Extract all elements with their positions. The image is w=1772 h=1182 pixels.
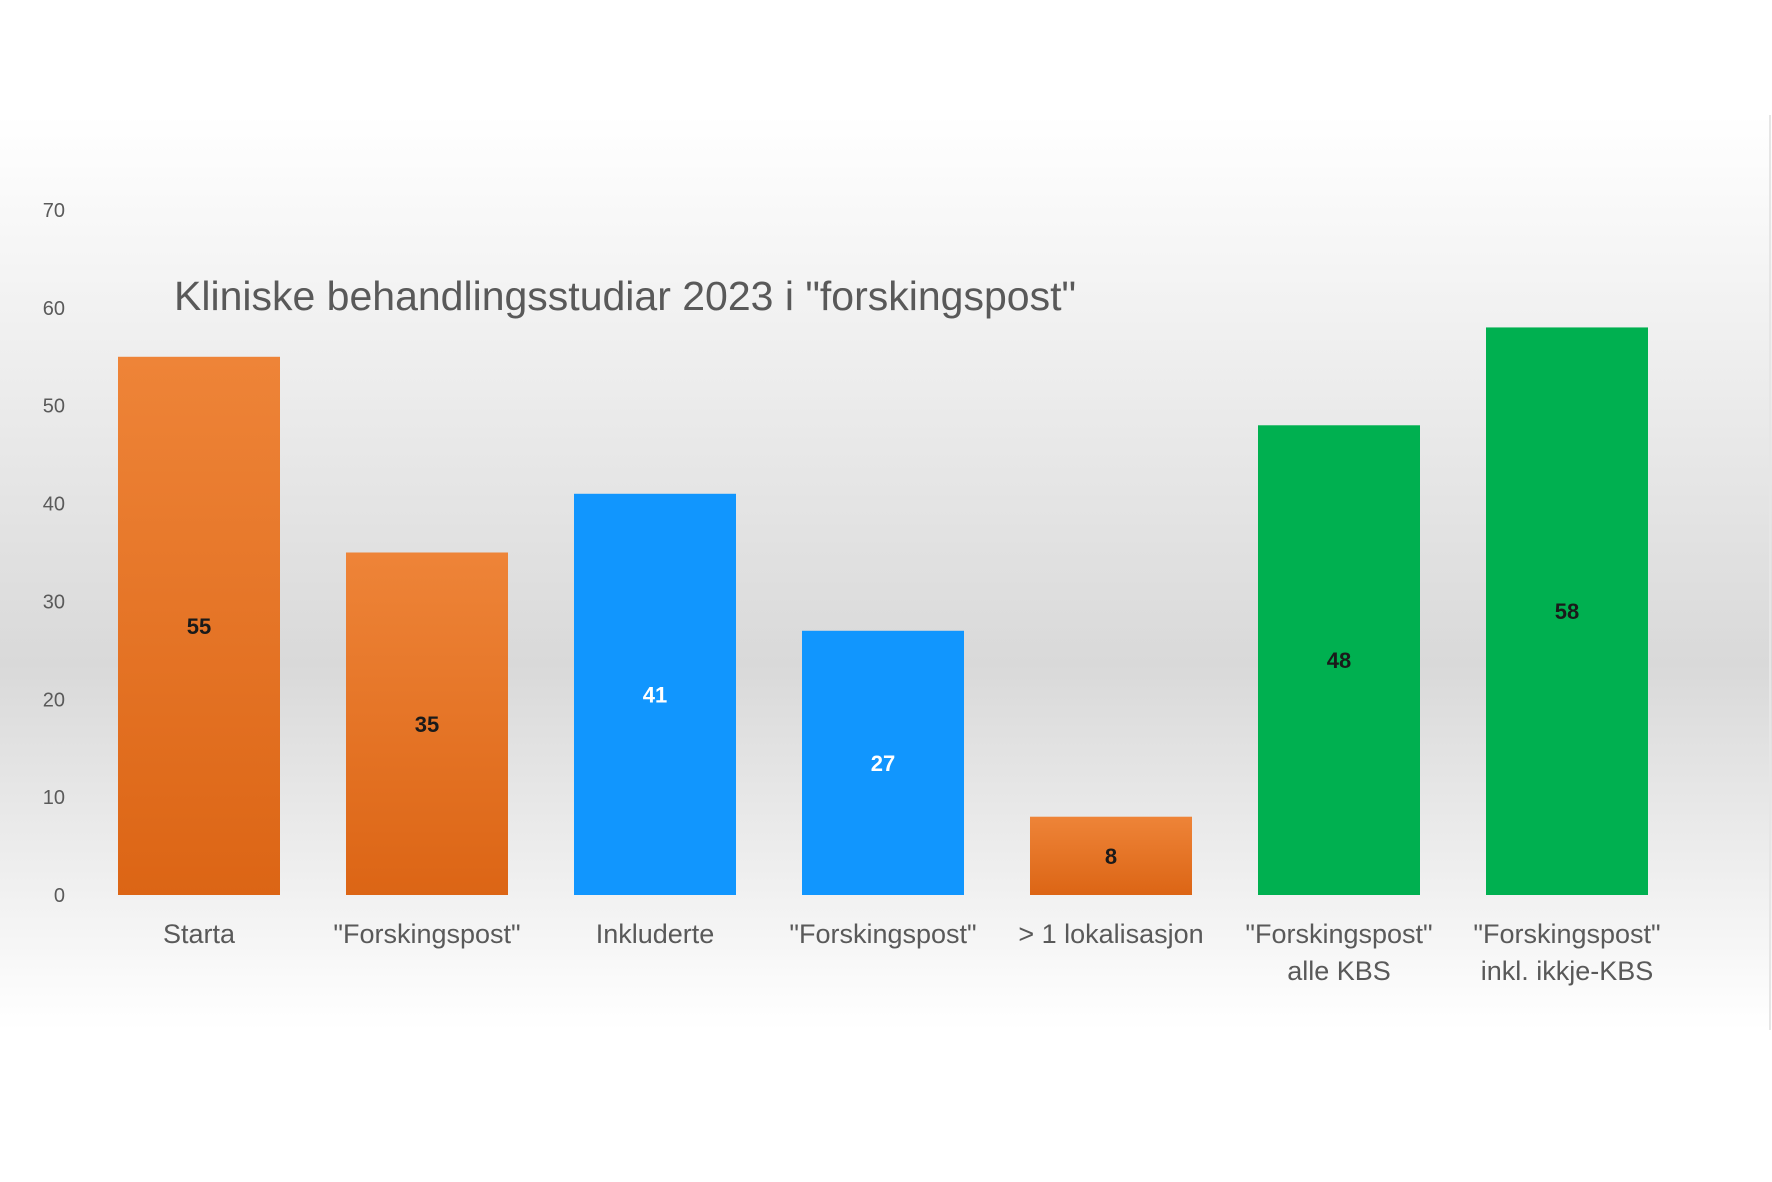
y-tick-label: 0 — [54, 885, 65, 907]
bar — [346, 552, 508, 895]
y-tick-label: 60 — [43, 298, 65, 320]
category-label: "Forskingspost" — [789, 919, 976, 949]
bar — [1258, 425, 1420, 895]
category-label: "Forskingspost" — [1473, 919, 1660, 949]
bar — [574, 493, 736, 895]
y-tick-label: 10 — [43, 787, 65, 809]
category-label: > 1 lokalisasjon — [1018, 919, 1203, 949]
y-tick-label: 50 — [43, 396, 65, 418]
y-tick-label: 70 — [43, 200, 65, 222]
bar — [118, 356, 280, 895]
data-label: 55 — [187, 614, 211, 639]
category-label: "Forskingspost" — [1245, 919, 1432, 949]
y-tick-label: 40 — [43, 494, 65, 516]
category-label: inkl. ikkje-KBS — [1481, 956, 1654, 986]
bars — [118, 327, 1648, 895]
category-label: Starta — [163, 919, 236, 949]
bar — [802, 630, 964, 895]
data-label: 8 — [1105, 844, 1117, 869]
y-tick-label: 30 — [43, 591, 65, 613]
bar — [1486, 327, 1648, 895]
data-label: 48 — [1327, 648, 1351, 673]
y-tick-label: 20 — [43, 689, 65, 711]
data-label: 41 — [643, 682, 667, 707]
data-label: 27 — [871, 751, 895, 776]
category-labels: Starta "Forskingspost" Inkluderte "Forsking… — [163, 919, 1661, 986]
y-axis-ticks: 0 10 20 30 40 50 60 70 — [43, 200, 65, 907]
category-label: alle KBS — [1287, 956, 1391, 986]
data-labels: 55 35 41 27 8 48 58 — [187, 599, 1579, 869]
data-label: 35 — [415, 712, 439, 737]
category-label: Inkluderte — [596, 919, 715, 949]
category-label: "Forskingspost" — [333, 919, 520, 949]
data-label: 58 — [1555, 599, 1579, 624]
chart-title: Kliniske behandlingsstudiar 2023 i "fors… — [174, 273, 1076, 319]
bar — [1030, 816, 1192, 895]
